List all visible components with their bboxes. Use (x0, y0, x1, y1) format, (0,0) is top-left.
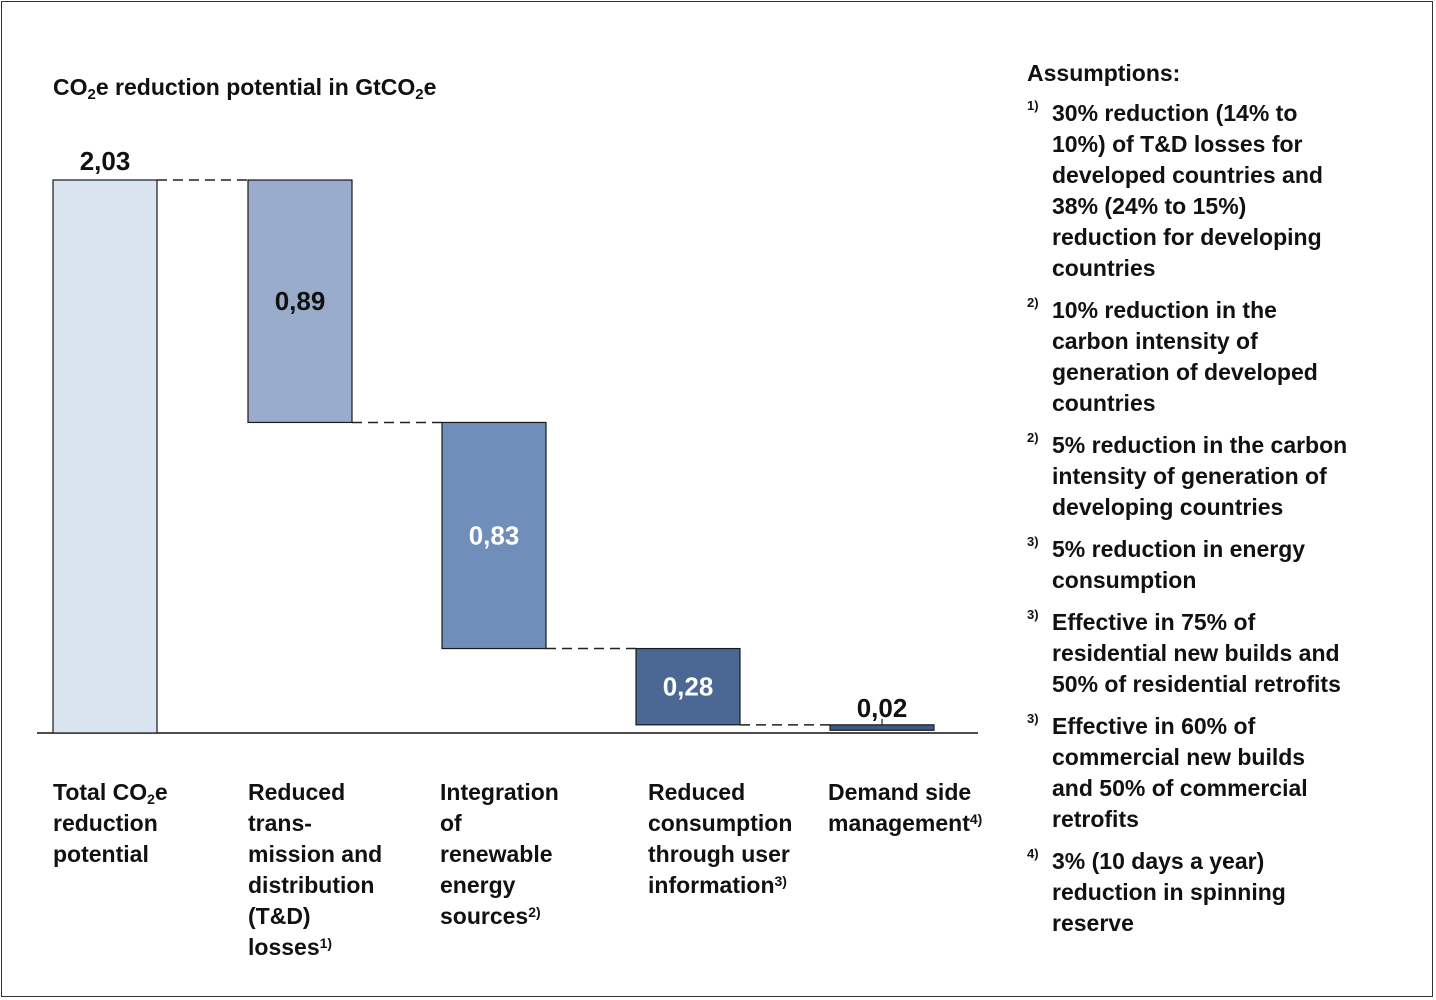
assumptions-panel: Assumptions: 1) 30% reduction (14% to 10%)… (1027, 58, 1397, 950)
assumption-note: 3) 5% reduction in energy consumption (1027, 534, 1397, 596)
value-label-1: 2,03 (80, 146, 131, 176)
value-label-4: 0,28 (663, 672, 714, 702)
assumption-note: 3) Effective in 60% of commercial new buil… (1027, 711, 1397, 835)
assumption-note: 1) 30% reduction (14% to 10%) of T&D losse… (1027, 98, 1397, 284)
footnote-marker: 1) (1027, 98, 1039, 113)
value-label-2: 0,89 (275, 286, 326, 316)
footnote-marker: 3) (1027, 711, 1039, 726)
assumption-note: 3) Effective in 75% of residential new bui… (1027, 607, 1397, 700)
footnote-marker: 3) (1027, 534, 1039, 549)
assumption-note: 2) 10% reduction in the carbon intensity o… (1027, 295, 1397, 419)
category-label-4: Reduced consumption through user informatio… (648, 779, 793, 898)
assumptions-notes: 1) 30% reduction (14% to 10%) of T&D losse… (1027, 98, 1397, 939)
value-label-3: 0,83 (469, 521, 520, 551)
assumption-note: 2) 5% reduction in the carbon intensity of… (1027, 430, 1397, 523)
bar-1 (52, 179, 158, 734)
category-label-2: Reduced trans-mission and distribution (T&D… (248, 779, 383, 960)
assumptions-title: Assumptions: (1027, 60, 1181, 86)
footnote-marker: 2) (1027, 295, 1039, 310)
bar-5 (829, 724, 935, 731)
category-label-3: Integration of renewable energy sources2) (440, 779, 559, 929)
bar-3 (441, 421, 547, 650)
bar-4 (635, 647, 741, 726)
value-label-5: 0,02 (857, 693, 908, 723)
footnote-marker: 3) (1027, 607, 1039, 622)
footnote-marker: 4) (1027, 846, 1039, 861)
bar-2 (247, 179, 353, 424)
category-label-5: Demand side management4) (828, 779, 983, 836)
waterfall-chart: 2,03 0,89 0,83 0,28 0,02 (37, 146, 978, 734)
category-label-1: Total CO2e reduction potential (53, 779, 168, 867)
assumption-note: 4) 3% (10 days a year) reduction in spinni… (1027, 846, 1397, 939)
footnote-marker: 2) (1027, 430, 1039, 445)
chart-title: CO2e reduction potential in GtCO2e (53, 74, 437, 103)
